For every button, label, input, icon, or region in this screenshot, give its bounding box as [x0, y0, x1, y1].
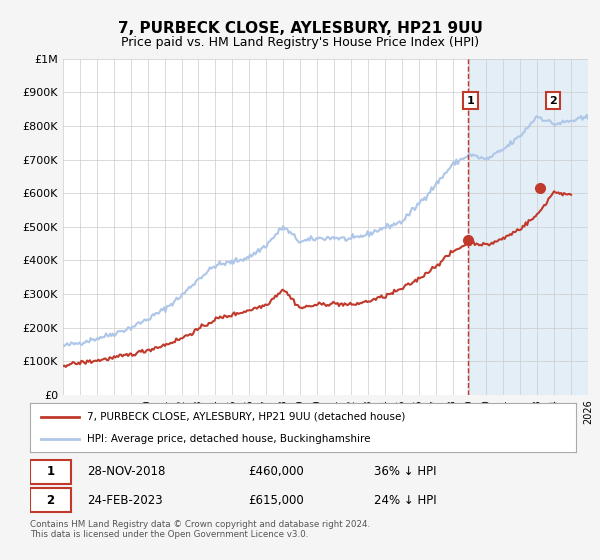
Text: 7, PURBECK CLOSE, AYLESBURY, HP21 9UU (detached house): 7, PURBECK CLOSE, AYLESBURY, HP21 9UU (d… [88, 412, 406, 422]
Text: 24% ↓ HPI: 24% ↓ HPI [374, 494, 437, 507]
Text: 2: 2 [46, 494, 55, 507]
Bar [468, 59, 588, 395]
Text: 1: 1 [46, 465, 55, 478]
FancyBboxPatch shape [30, 460, 71, 484]
Text: £460,000: £460,000 [248, 465, 304, 478]
Text: Contains HM Land Registry data © Crown copyright and database right 2024.
This d: Contains HM Land Registry data © Crown c… [30, 520, 370, 539]
Text: 36% ↓ HPI: 36% ↓ HPI [374, 465, 436, 478]
Text: 24-FEB-2023: 24-FEB-2023 [88, 494, 163, 507]
Text: 1: 1 [467, 96, 475, 106]
Text: 28-NOV-2018: 28-NOV-2018 [88, 465, 166, 478]
Text: 2: 2 [550, 96, 557, 106]
Text: Price paid vs. HM Land Registry's House Price Index (HPI): Price paid vs. HM Land Registry's House … [121, 36, 479, 49]
Text: 7, PURBECK CLOSE, AYLESBURY, HP21 9UU: 7, PURBECK CLOSE, AYLESBURY, HP21 9UU [118, 21, 482, 36]
FancyBboxPatch shape [30, 488, 71, 512]
Text: HPI: Average price, detached house, Buckinghamshire: HPI: Average price, detached house, Buck… [88, 434, 371, 444]
Text: £615,000: £615,000 [248, 494, 304, 507]
